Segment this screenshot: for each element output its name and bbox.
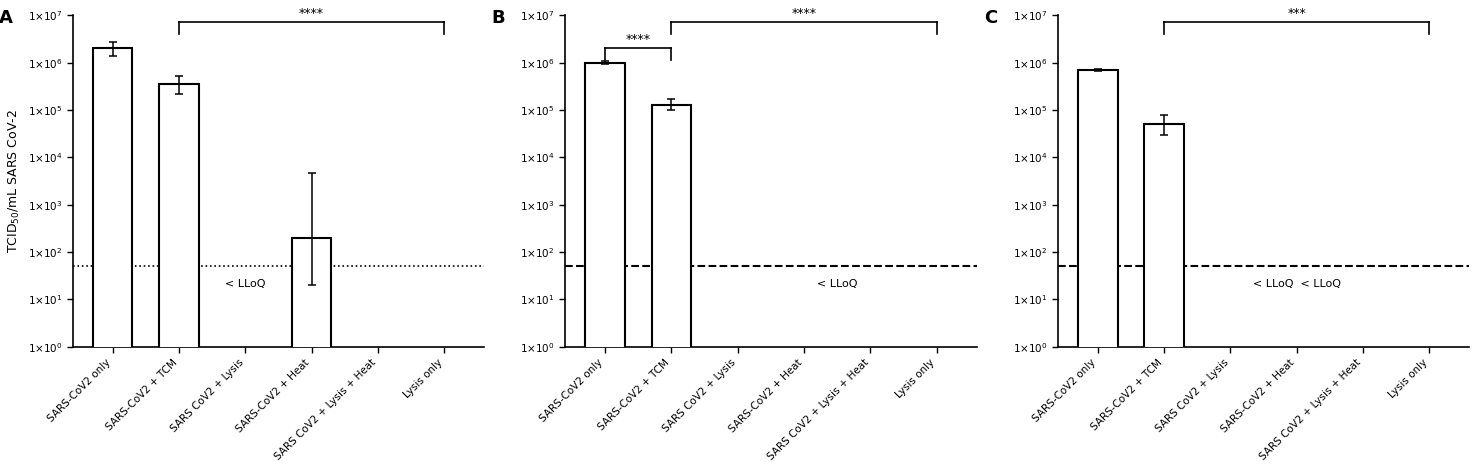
Text: < LLoQ: < LLoQ [224,279,266,288]
Text: ****: **** [791,7,816,20]
Bar [159,84,199,469]
Y-axis label: TCID$_{50}$/mL SARS CoV-2: TCID$_{50}$/mL SARS CoV-2 [7,109,22,253]
Text: < LLoQ  < LLoQ: < LLoQ < LLoQ [1253,279,1340,288]
Text: C: C [984,9,998,27]
Text: A: A [0,9,13,27]
Text: < LLoQ: < LLoQ [818,279,858,288]
Text: B: B [492,9,505,27]
Bar [292,238,332,469]
Text: ****: **** [626,33,651,45]
Bar [93,48,133,469]
Bar [1077,70,1117,469]
Bar [586,63,624,469]
Bar [651,105,691,469]
Text: ***: *** [1287,7,1306,20]
Text: ****: **** [300,7,325,20]
Bar [1144,124,1184,469]
